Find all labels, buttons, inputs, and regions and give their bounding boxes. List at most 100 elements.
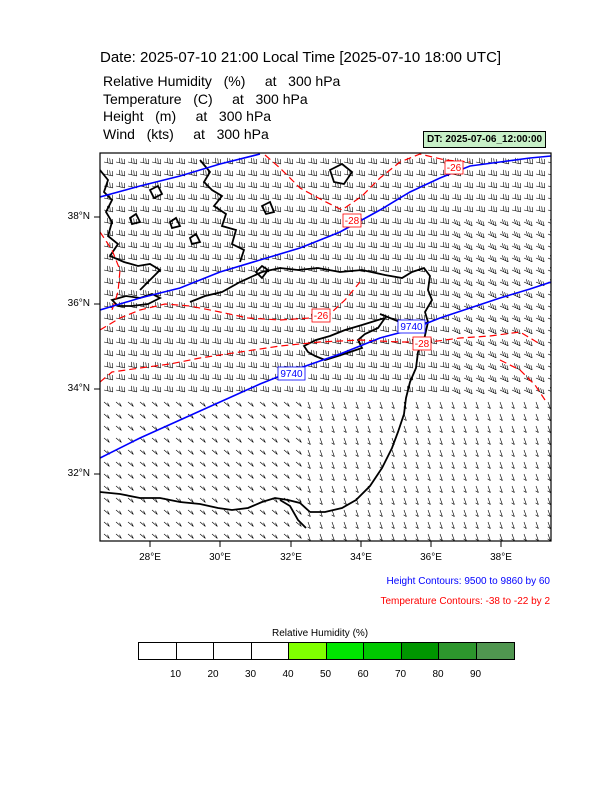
wind-barb: [295, 313, 306, 321]
wind-barb: [319, 413, 323, 421]
wind-barb: [295, 217, 306, 225]
wind-barb: [283, 181, 294, 189]
wind-barb: [379, 361, 390, 369]
wind-barb: [283, 449, 290, 455]
temp-label-box: [444, 160, 464, 175]
wind-barb: [355, 241, 366, 249]
wind-barb: [295, 205, 306, 213]
wind-barb: [499, 267, 509, 275]
wind-barb: [367, 253, 378, 261]
wind-barb: [427, 425, 431, 433]
wind-barb: [151, 253, 162, 261]
wind-barb: [175, 449, 182, 455]
wind-barb: [499, 243, 509, 251]
wind-barb: [511, 351, 521, 359]
param-wind: Wind (kts) at 300 hPa: [103, 125, 269, 142]
wind-barb: [199, 325, 210, 333]
wind-barb: [379, 169, 390, 177]
wind-barb: [547, 509, 551, 517]
wind-barb: [331, 533, 335, 541]
wind-barb: [271, 401, 278, 407]
wind-barb: [223, 497, 230, 503]
wind-barb: [211, 373, 222, 381]
temp-label: -26: [447, 163, 462, 174]
wind-barb: [451, 533, 455, 541]
wind-barb: [235, 193, 246, 201]
wind-barb: [259, 385, 270, 393]
wind-barb: [391, 497, 395, 505]
wind-barb: [247, 461, 254, 467]
wind-barb: [427, 533, 431, 541]
wind-barb: [415, 301, 426, 309]
wind-barb: [103, 289, 114, 297]
wind-barb: [175, 265, 186, 273]
wind-barb: [391, 449, 395, 457]
wind-barb: [115, 193, 126, 201]
wind-barb: [403, 193, 414, 201]
wind-barb: [127, 385, 138, 393]
wind-barb: [151, 461, 158, 467]
wind-barb: [331, 461, 335, 469]
wind-barb: [391, 349, 402, 357]
wind-barb: [535, 231, 545, 239]
wind-barb: [295, 473, 302, 479]
wind-barb: [295, 385, 306, 393]
anatolia-west-coast: [199, 159, 246, 263]
wind-barb: [163, 277, 174, 285]
wind-barb: [307, 337, 318, 345]
wind-barb: [499, 413, 503, 421]
wind-barb: [391, 401, 395, 409]
wind-barb: [367, 497, 371, 505]
wind-barb: [439, 205, 450, 213]
wind-barb: [187, 449, 194, 455]
wind-barb: [259, 277, 270, 285]
wind-barb: [343, 461, 347, 469]
wind-barb: [475, 363, 485, 371]
wind-barb: [235, 485, 242, 491]
wind-barb: [391, 217, 402, 225]
wind-barb: [367, 413, 371, 421]
wind-barb: [115, 485, 122, 491]
wind-barb: [271, 169, 282, 177]
wind-barb: [463, 375, 473, 383]
wind-barb: [307, 385, 318, 393]
wind-barb: [235, 449, 242, 455]
wind-barb: [523, 219, 533, 227]
wind-barb: [487, 425, 491, 433]
wind-barb: [343, 169, 354, 177]
wind-barb: [403, 425, 407, 433]
wind-barb: [319, 521, 323, 529]
wind-barb: [223, 373, 234, 381]
wind-barb: [499, 339, 509, 347]
wind-barb: [403, 449, 407, 457]
wind-barb: [103, 373, 114, 381]
wind-barb: [367, 361, 378, 369]
wind-barb: [271, 253, 282, 261]
wind-barb: [187, 157, 198, 165]
wind-barb: [103, 205, 114, 213]
wind-barb: [283, 157, 294, 165]
wind-barb: [247, 473, 254, 479]
wind-barb: [451, 521, 455, 529]
wind-barb: [451, 243, 461, 251]
wind-barb: [115, 157, 126, 165]
wind-barb: [307, 265, 318, 273]
wind-barb: [523, 315, 533, 323]
wind-barb: [451, 339, 461, 347]
wind-barb: [499, 509, 503, 517]
wind-barb: [319, 229, 330, 237]
wind-barb: [199, 521, 206, 527]
wind-barb: [115, 533, 122, 539]
wind-barb: [211, 425, 218, 431]
wind-barb: [295, 401, 302, 407]
cyprus-outline: [302, 316, 388, 361]
wind-barb: [511, 193, 522, 201]
wind-barb: [103, 485, 110, 491]
wind-barb: [211, 533, 218, 539]
wind-barb: [247, 205, 258, 213]
wind-barb: [463, 473, 467, 481]
wind-barb: [307, 373, 318, 381]
wind-barb: [115, 473, 122, 479]
wind-barb: [175, 437, 182, 443]
wind-barb: [415, 229, 426, 237]
